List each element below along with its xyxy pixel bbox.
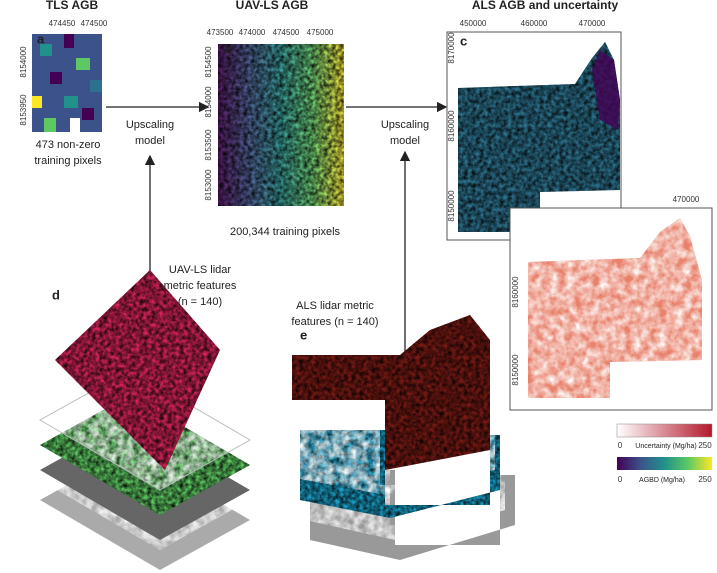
legend-min: 0 [618, 475, 623, 484]
x-tick: 474000 [239, 28, 266, 37]
panel-title: UAV-LS AGB [236, 0, 309, 12]
y-tick: 8154000 [19, 46, 28, 78]
legend-label: Uncertainty (Mg/ha) [635, 443, 696, 450]
x-tick: 470000 [673, 195, 700, 204]
legend-bar [616, 423, 713, 438]
als-agb-map [458, 42, 620, 232]
legend-bar [617, 457, 712, 470]
caption: 200,344 training pixels [230, 226, 341, 238]
x-tick: 474500 [273, 28, 300, 37]
x-tick: 450000 [460, 19, 487, 28]
x-tick: 470000 [579, 19, 606, 28]
panel-title: TLS AGB [46, 0, 99, 12]
y-tick: 8160000 [511, 276, 520, 308]
y-tick: 8154000 [204, 86, 213, 118]
uncertainty-map [528, 218, 702, 398]
y-tick: 8154500 [204, 46, 213, 78]
y-tick: 8153950 [19, 94, 28, 126]
x-tick: 474450 [49, 19, 76, 28]
caption: training pixels [34, 155, 102, 167]
arrow-label: model [390, 135, 420, 147]
arrow-label: model [135, 135, 165, 147]
legend-min: 0 [618, 441, 623, 450]
caption: metric features [164, 280, 237, 292]
y-tick: 8170000 [447, 32, 456, 64]
caption: 473 non-zero [36, 139, 101, 151]
panel-label: b [224, 41, 232, 56]
als-layer-stack [292, 315, 515, 560]
caption: UAV-LS lidar [169, 264, 231, 276]
caption: (n = 140) [178, 296, 222, 308]
uav-layer-stack [38, 270, 252, 570]
caption: ALS lidar metric [296, 300, 374, 312]
y-tick: 8150000 [511, 354, 520, 386]
x-tick: 475000 [307, 28, 334, 37]
legend-max: 250 [698, 475, 712, 484]
caption: features (n = 140) [291, 316, 378, 328]
panel-label: a [37, 31, 45, 46]
uav-map [218, 44, 344, 206]
x-tick: 473500 [207, 28, 234, 37]
y-tick: 8160000 [447, 110, 456, 142]
legend-max: 250 [698, 441, 712, 450]
panel-label: c [460, 33, 467, 48]
y-tick: 8153500 [204, 129, 213, 161]
panel-label: e [300, 327, 307, 342]
tls-map [32, 34, 102, 132]
x-tick: 460000 [521, 19, 548, 28]
x-tick: 474500 [81, 19, 108, 28]
panel-label: d [52, 287, 60, 302]
legend-label: AGBD (Mg/ha) [639, 477, 685, 484]
panel-title: ALS AGB and uncertainty [472, 0, 619, 12]
arrow-label: Upscaling [126, 119, 174, 131]
y-tick: 8153000 [204, 169, 213, 201]
arrow-label: Upscaling [381, 119, 429, 131]
y-tick: 8150000 [447, 190, 456, 222]
